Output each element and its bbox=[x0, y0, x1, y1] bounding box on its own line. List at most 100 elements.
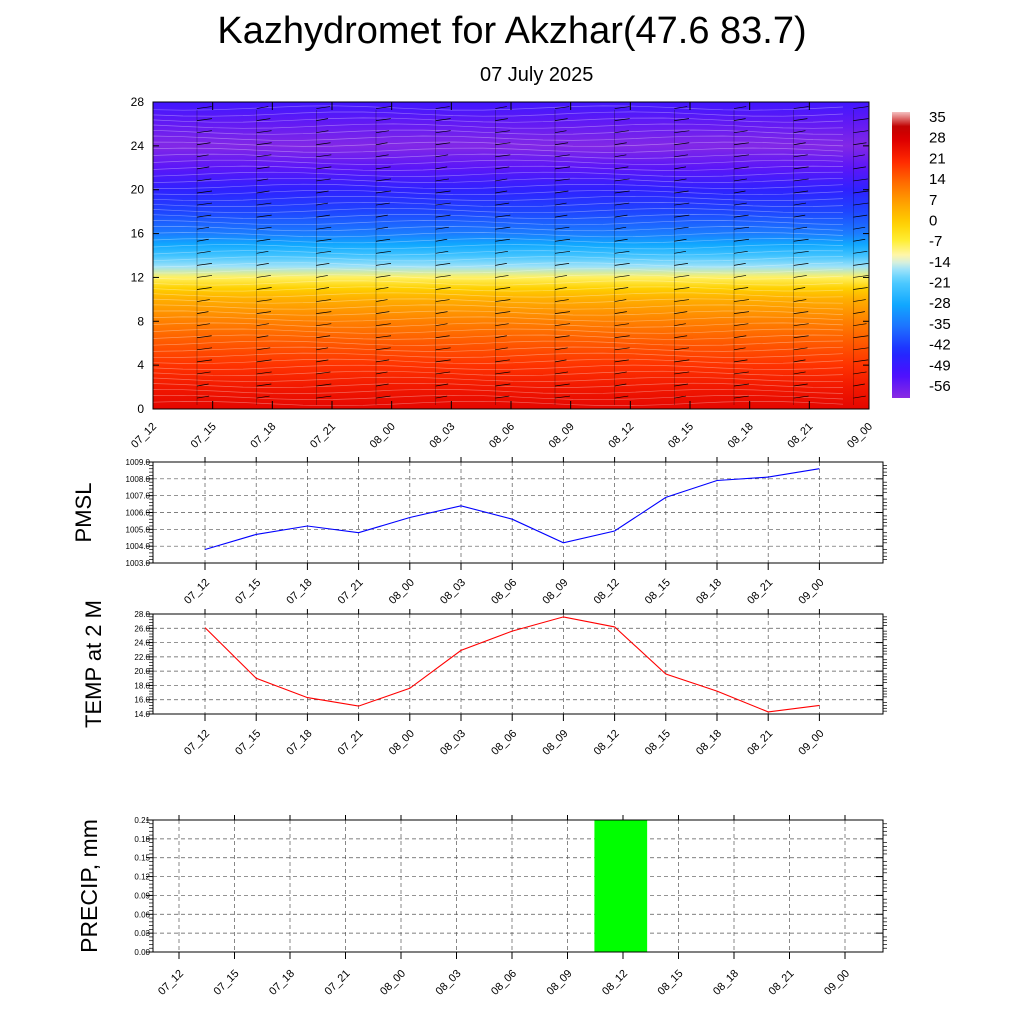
wind-barb bbox=[674, 226, 689, 230]
wind-barb bbox=[733, 238, 749, 242]
contour-line bbox=[153, 262, 844, 268]
x-tick-label: 08_06 bbox=[489, 968, 519, 998]
x-tick-label: 08_21 bbox=[767, 968, 797, 998]
wind-barb bbox=[674, 347, 690, 351]
y-tick-label: 0.21 bbox=[134, 816, 150, 825]
x-tick-label: 08_00 bbox=[387, 728, 417, 758]
wind-barb bbox=[554, 214, 568, 218]
contour-line bbox=[153, 382, 844, 388]
wind-barb bbox=[495, 395, 510, 399]
wind-barb bbox=[793, 335, 809, 339]
wind-barb bbox=[196, 178, 212, 182]
wind-barb bbox=[554, 311, 570, 314]
wind-barb bbox=[316, 311, 332, 314]
wind-barb bbox=[614, 263, 630, 266]
wind-barb bbox=[495, 106, 507, 109]
wind-barb bbox=[793, 130, 806, 134]
y-tick-label: 0.12 bbox=[134, 873, 150, 882]
wind-barb bbox=[614, 166, 629, 170]
y-tick-label: 18.0 bbox=[134, 681, 150, 690]
wind-barb bbox=[256, 130, 272, 134]
wind-barb bbox=[674, 154, 688, 158]
wind-barb bbox=[196, 166, 210, 170]
x-tick-label: 07_15 bbox=[189, 421, 219, 451]
wind-barb bbox=[375, 130, 390, 134]
wind-barb bbox=[375, 202, 390, 206]
heatmap-field bbox=[153, 102, 869, 409]
y-tick-label: 0.09 bbox=[134, 891, 150, 900]
wind-barb bbox=[793, 359, 806, 363]
wind-barb bbox=[316, 263, 330, 266]
contour-line bbox=[153, 135, 844, 141]
wind-barb bbox=[674, 263, 688, 266]
wind-barb bbox=[316, 190, 329, 194]
wind-barb bbox=[554, 275, 568, 278]
contour-line bbox=[153, 394, 844, 401]
wind-barb bbox=[256, 323, 269, 327]
y-tick-label: 20 bbox=[131, 183, 145, 197]
wind-barb bbox=[733, 287, 749, 290]
wind-barb bbox=[614, 154, 627, 158]
x-tick-label: 09_00 bbox=[796, 728, 826, 758]
wind-barb bbox=[674, 299, 690, 302]
x-tick-label: 07_21 bbox=[336, 577, 366, 607]
wind-barb bbox=[316, 287, 330, 290]
wind-barb bbox=[375, 275, 391, 278]
wind-barb bbox=[614, 214, 628, 218]
wind-barb bbox=[733, 154, 750, 158]
contour-line bbox=[153, 232, 844, 238]
contour-line bbox=[153, 316, 844, 322]
wind-barb bbox=[435, 299, 450, 302]
wind-barb bbox=[196, 335, 212, 339]
wind-barb bbox=[853, 190, 869, 194]
y-tick-label: 1003.0 bbox=[126, 559, 151, 568]
wind-barb bbox=[196, 238, 209, 242]
wind-barb bbox=[614, 275, 630, 278]
wind-barb bbox=[614, 383, 627, 387]
contour-line bbox=[153, 201, 844, 208]
colorbar-label: -49 bbox=[929, 357, 951, 374]
wind-barb bbox=[614, 347, 630, 351]
wind-barb bbox=[853, 323, 867, 327]
wind-barb bbox=[435, 335, 450, 339]
x-tick-label: 07_18 bbox=[284, 728, 314, 758]
wind-barb bbox=[674, 371, 690, 375]
contour-line bbox=[153, 256, 844, 262]
wind-barb bbox=[316, 299, 331, 302]
temp-panel: 14.0 16.0 18.0 20.0 22.0 24.0 26.0 28.0 07_12 07_… bbox=[81, 600, 887, 758]
wind-barb bbox=[256, 238, 271, 242]
x-tick-label: 08_00 bbox=[368, 421, 398, 451]
x-tick-label: 07_12 bbox=[182, 577, 212, 607]
wind-barb bbox=[554, 335, 570, 339]
wind-barb bbox=[793, 214, 806, 218]
y-tick-label: 24.0 bbox=[134, 639, 150, 648]
contour-line bbox=[153, 400, 844, 407]
y-tick-label: 12 bbox=[131, 270, 145, 284]
wind-barb bbox=[316, 359, 329, 363]
colorbar-gradient bbox=[892, 112, 910, 398]
wind-barb bbox=[674, 118, 690, 121]
contour-line bbox=[153, 280, 844, 286]
wind-barb bbox=[853, 383, 865, 387]
wind-barb bbox=[793, 238, 809, 242]
wind-barb bbox=[554, 130, 567, 134]
wind-barb bbox=[316, 238, 332, 242]
wind-barb bbox=[256, 359, 272, 363]
wind-barb bbox=[733, 178, 748, 182]
wind-barb bbox=[733, 118, 746, 121]
wind-barb bbox=[256, 166, 270, 170]
wind-barb bbox=[495, 359, 510, 363]
x-tick-label: 09_00 bbox=[796, 577, 826, 607]
wind-barb bbox=[793, 299, 807, 302]
wind-barb bbox=[495, 166, 510, 170]
contour-line bbox=[153, 189, 844, 196]
x-tick-label: 08_12 bbox=[606, 421, 636, 451]
x-tick-label: 08_18 bbox=[694, 577, 724, 607]
wind-barb bbox=[316, 323, 332, 327]
wind-barb bbox=[435, 142, 451, 146]
wind-barb bbox=[495, 154, 511, 158]
x-tick-label: 08_03 bbox=[427, 421, 457, 451]
wind-barb bbox=[554, 299, 569, 302]
wind-barb bbox=[495, 250, 508, 254]
wind-barb bbox=[375, 299, 388, 302]
